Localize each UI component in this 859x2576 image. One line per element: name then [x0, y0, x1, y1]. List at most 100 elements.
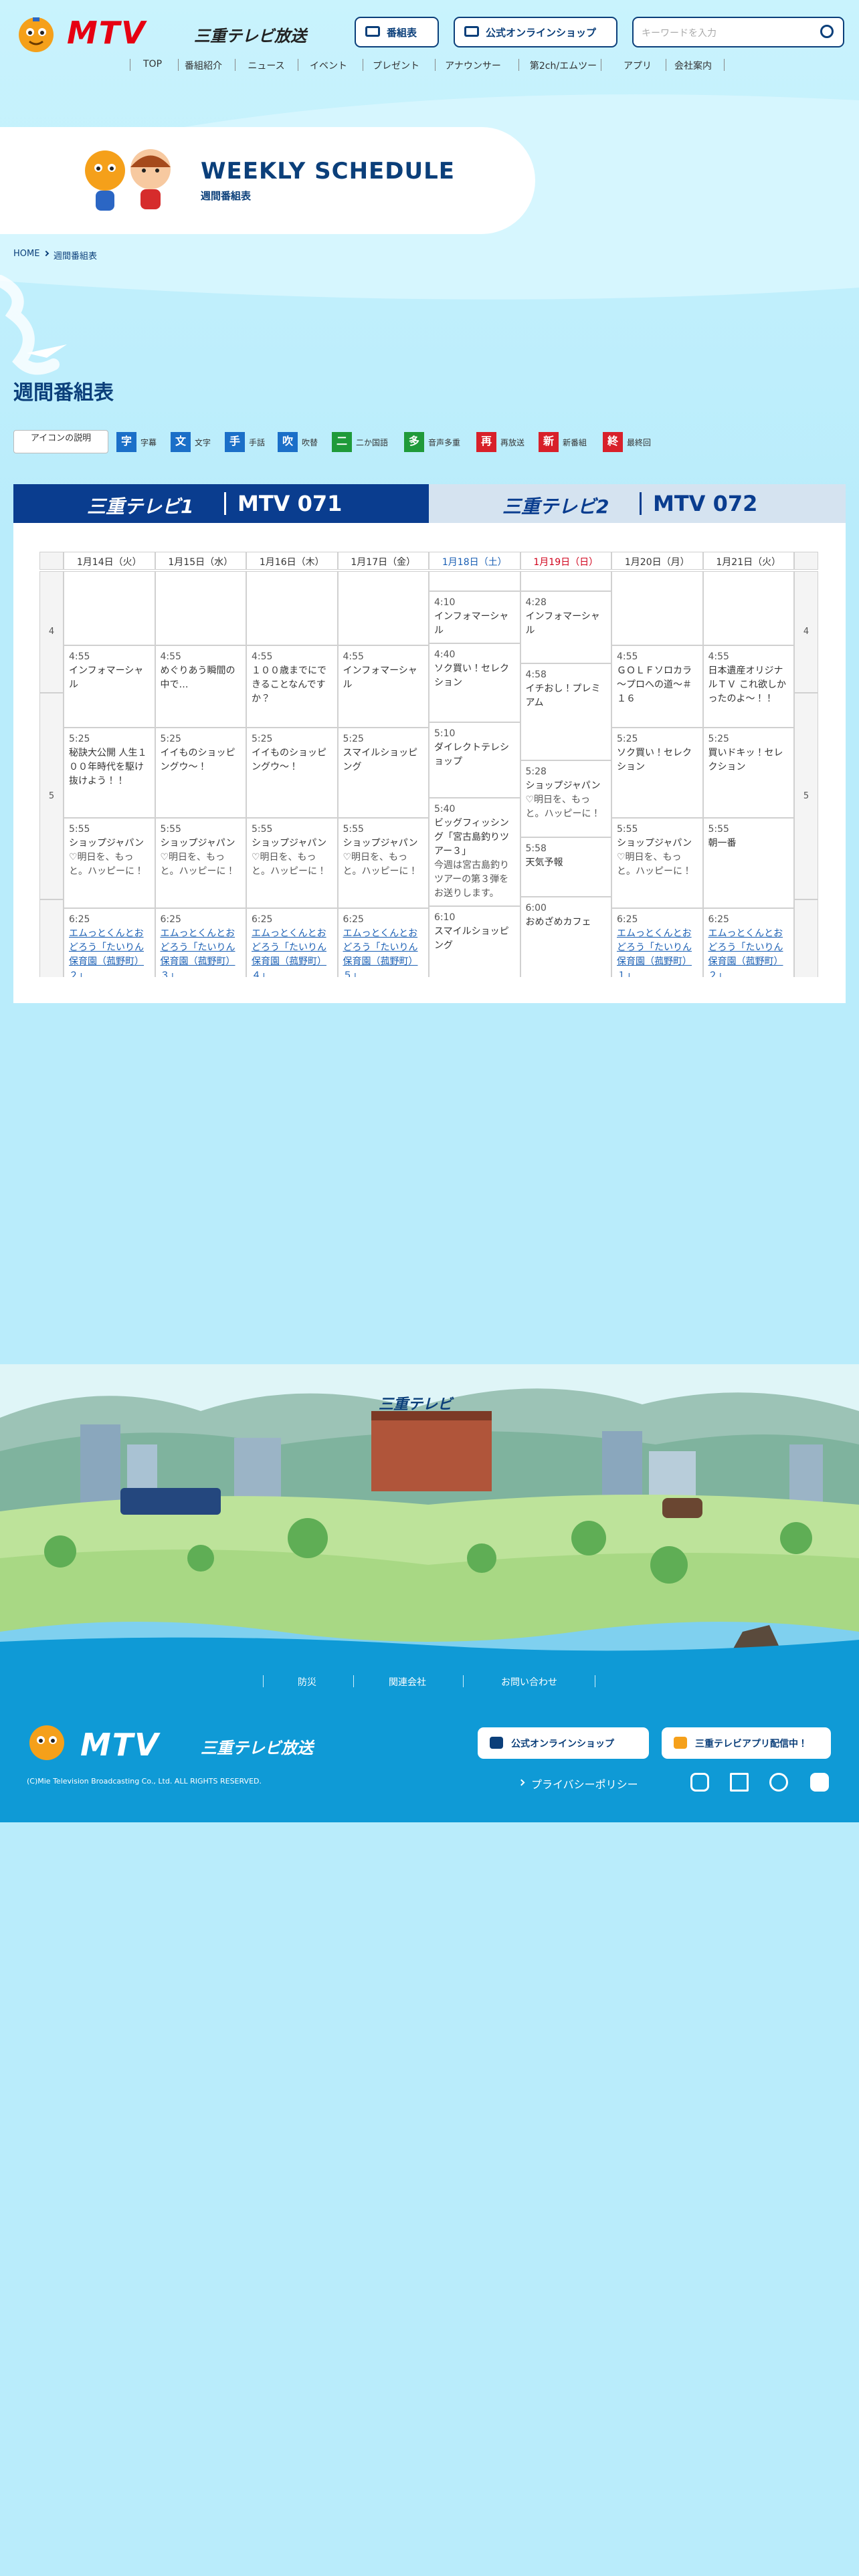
program[interactable]: 6:25 エムっとくんとおどろう「たいりん保育園（菰野町）２」: [69, 913, 150, 977]
table-cell: 1月16日（木）: [246, 552, 338, 570]
program-title: イチおし！プレミアム: [525, 683, 601, 708]
day-header: 1月20日（月）: [624, 557, 690, 568]
channel-tab[interactable]: 三重テレビ1 MTV 071: [13, 484, 429, 523]
table-cell: 1月18日（土）: [429, 552, 520, 570]
program[interactable]: 6:25 エムっとくんとおどろう「たいりん保育園（菰野町）４」: [252, 913, 332, 977]
program: 4:28 インフォマーシャル: [526, 596, 607, 638]
program-title: スマイルショッピング: [434, 926, 509, 952]
program-time: 5:25: [252, 733, 273, 744]
table-cell: 6:25 エムっとくんとおどろう「たいりん保育園（菰野町）２」: [702, 907, 794, 977]
program-title[interactable]: エムっとくんとおどろう「たいりん保育園（菰野町）１」: [617, 928, 692, 977]
nav-link[interactable]: 会社案内: [674, 61, 712, 72]
program: 5:55 朝一番: [708, 823, 789, 851]
footer-separator: [353, 1675, 354, 1687]
social-icon[interactable]: [690, 1773, 709, 1792]
program-title[interactable]: エムっとくんとおどろう「たいりん保育園（菰野町）５」: [343, 928, 418, 977]
program-description: ♡明日を、もっと。ハッピーに！: [69, 851, 144, 877]
program-title[interactable]: エムっとくんとおどろう「たいりん保育園（菰野町）３」: [160, 928, 235, 977]
table-cell: 5: [794, 693, 818, 900]
nav-separator: [178, 59, 179, 71]
footer-link[interactable]: 関連会社: [389, 1677, 426, 1688]
program-description: 今週は宮古島釣りツアーの第３弾をお送りします。: [434, 860, 509, 899]
table-cell: [246, 571, 338, 645]
nav-link[interactable]: イベント: [310, 61, 347, 72]
tab-channel: MTV 072: [653, 491, 758, 516]
nav-link[interactable]: 第2ch/エムツー: [529, 61, 597, 72]
table-cell: 6:25 エムっとくんとおどろう「たいりん保育園（菰野町）３」: [155, 907, 246, 977]
channel-tab[interactable]: 三重テレビ2 MTV 072: [429, 484, 846, 523]
table-cell: 4:55 １００歳までにできることなんですか？: [246, 645, 338, 728]
footer-link[interactable]: お問い合わせ: [501, 1677, 557, 1688]
program: 5:58 天気予報: [526, 842, 607, 870]
table-cell: 5:25 秘訣大公開 人生１００年時代を駆け抜けよう！！: [64, 727, 155, 818]
program-time: 6:25: [708, 914, 729, 925]
program-time: 5:25: [708, 733, 729, 744]
program-time: 6:25: [617, 914, 638, 925]
footer-button[interactable]: 公式オンラインショップ: [478, 1727, 649, 1759]
day-header: 1月16日（木）: [259, 557, 324, 568]
program-time: 5:55: [708, 823, 729, 835]
table-cell: 4:55 めぐりあう瞬間の中で…: [155, 645, 246, 728]
footer-logo-sub[interactable]: 三重テレビ放送: [201, 1739, 313, 1757]
nav-link[interactable]: ニュース: [248, 61, 285, 72]
table-cell: 4:55 インフォマーシャル: [64, 645, 155, 728]
program: 5:25 イイものショッピングウ～！: [161, 732, 242, 774]
program-time: 5:28: [525, 766, 547, 777]
table-cell: [611, 571, 703, 645]
header-logo[interactable]: MTV: [67, 15, 147, 51]
nav-link[interactable]: 番組紹介: [185, 61, 222, 72]
hour-label: 4: [803, 627, 809, 637]
footer-button[interactable]: 三重テレビアプリ配信中！: [662, 1727, 831, 1759]
program: 4:55 ＧＯＬＦソロカラ～プロへの道～＃１６: [617, 650, 698, 706]
program-time: 4:55: [160, 651, 181, 662]
program: 5:40 ビッグフィッシング「宮古島釣りツアー３」 今週は宮古島釣りツアーの第３弾を…: [434, 802, 515, 901]
program[interactable]: 6:25 エムっとくんとおどろう「たいりん保育園（菰野町）２」: [708, 913, 789, 977]
program: 5:28 ショップジャパン ♡明日を、もっと。ハッピーに！: [526, 765, 607, 821]
program: 6:00 おめざめカフェ: [526, 901, 607, 930]
footer-link[interactable]: 防災: [298, 1677, 316, 1688]
table-cell: 4:40 ソク買い！セレクション: [429, 643, 520, 723]
table-cell: [337, 571, 429, 645]
program-title[interactable]: エムっとくんとおどろう「たいりん保育園（菰野町）４」: [252, 928, 326, 977]
social-icon[interactable]: [769, 1773, 788, 1792]
program-title[interactable]: エムっとくんとおどろう「たいりん保育園（菰野町）２」: [69, 928, 144, 977]
table-cell: 1月19日（日）: [520, 552, 611, 570]
program-time: 4:10: [434, 597, 456, 608]
table-cell: 6:25 エムっとくんとおどろう「たいりん保育園（菰野町）１」: [611, 907, 703, 977]
social-icon[interactable]: [810, 1773, 829, 1792]
program[interactable]: 6:25 エムっとくんとおどろう「たいりん保育園（菰野町）３」: [161, 913, 242, 977]
program-time: 6:10: [434, 912, 456, 924]
program-title[interactable]: エムっとくんとおどろう「たいりん保育園（菰野町）２」: [708, 928, 783, 977]
legend-icon: 二: [332, 432, 352, 452]
nav-link[interactable]: TOP: [142, 59, 163, 70]
copyright: (C)Mie Television Broadcasting Co., Ltd.…: [27, 1777, 262, 1786]
header-button[interactable]: 公式オンラインショップ: [454, 17, 617, 47]
table-cell: 1月21日（火）: [702, 552, 794, 570]
program-time: 6:25: [252, 914, 273, 925]
footer-logo[interactable]: MTV: [80, 1727, 160, 1763]
nav-link[interactable]: アプリ: [624, 61, 652, 72]
header-logo-sub[interactable]: 三重テレビ放送: [194, 27, 306, 45]
header-button[interactable]: 番組表: [355, 17, 439, 47]
table-cell: [155, 571, 246, 645]
social-icon[interactable]: [730, 1773, 749, 1792]
footer-separator: [263, 1675, 264, 1687]
program[interactable]: 6:25 エムっとくんとおどろう「たいりん保育園（菰野町）１」: [617, 913, 698, 977]
program-title: ショップジャパン: [69, 837, 144, 849]
program[interactable]: 6:25 エムっとくんとおどろう「たいりん保育園（菰野町）５」: [343, 913, 424, 977]
legend-icon: 再: [476, 432, 496, 452]
program: 5:25 ソク買い！セレクション: [617, 732, 698, 774]
breadcrumb-link[interactable]: HOME: [13, 249, 40, 259]
program-title: インフォマーシャル: [343, 665, 417, 690]
tab-channel: MTV 071: [237, 491, 343, 516]
button-icon: [674, 1737, 687, 1749]
privacy-link[interactable]: プライバシーポリシー: [531, 1778, 638, 1791]
search-box[interactable]: キーワードを入力: [632, 17, 844, 47]
nav-separator: [434, 59, 436, 71]
search-icon[interactable]: [820, 25, 834, 38]
legend-label: アイコンの説明: [13, 430, 108, 453]
nav-link[interactable]: アナウンサー: [445, 61, 501, 72]
nav-link[interactable]: プレゼント: [373, 61, 419, 72]
nav-separator: [724, 59, 725, 71]
